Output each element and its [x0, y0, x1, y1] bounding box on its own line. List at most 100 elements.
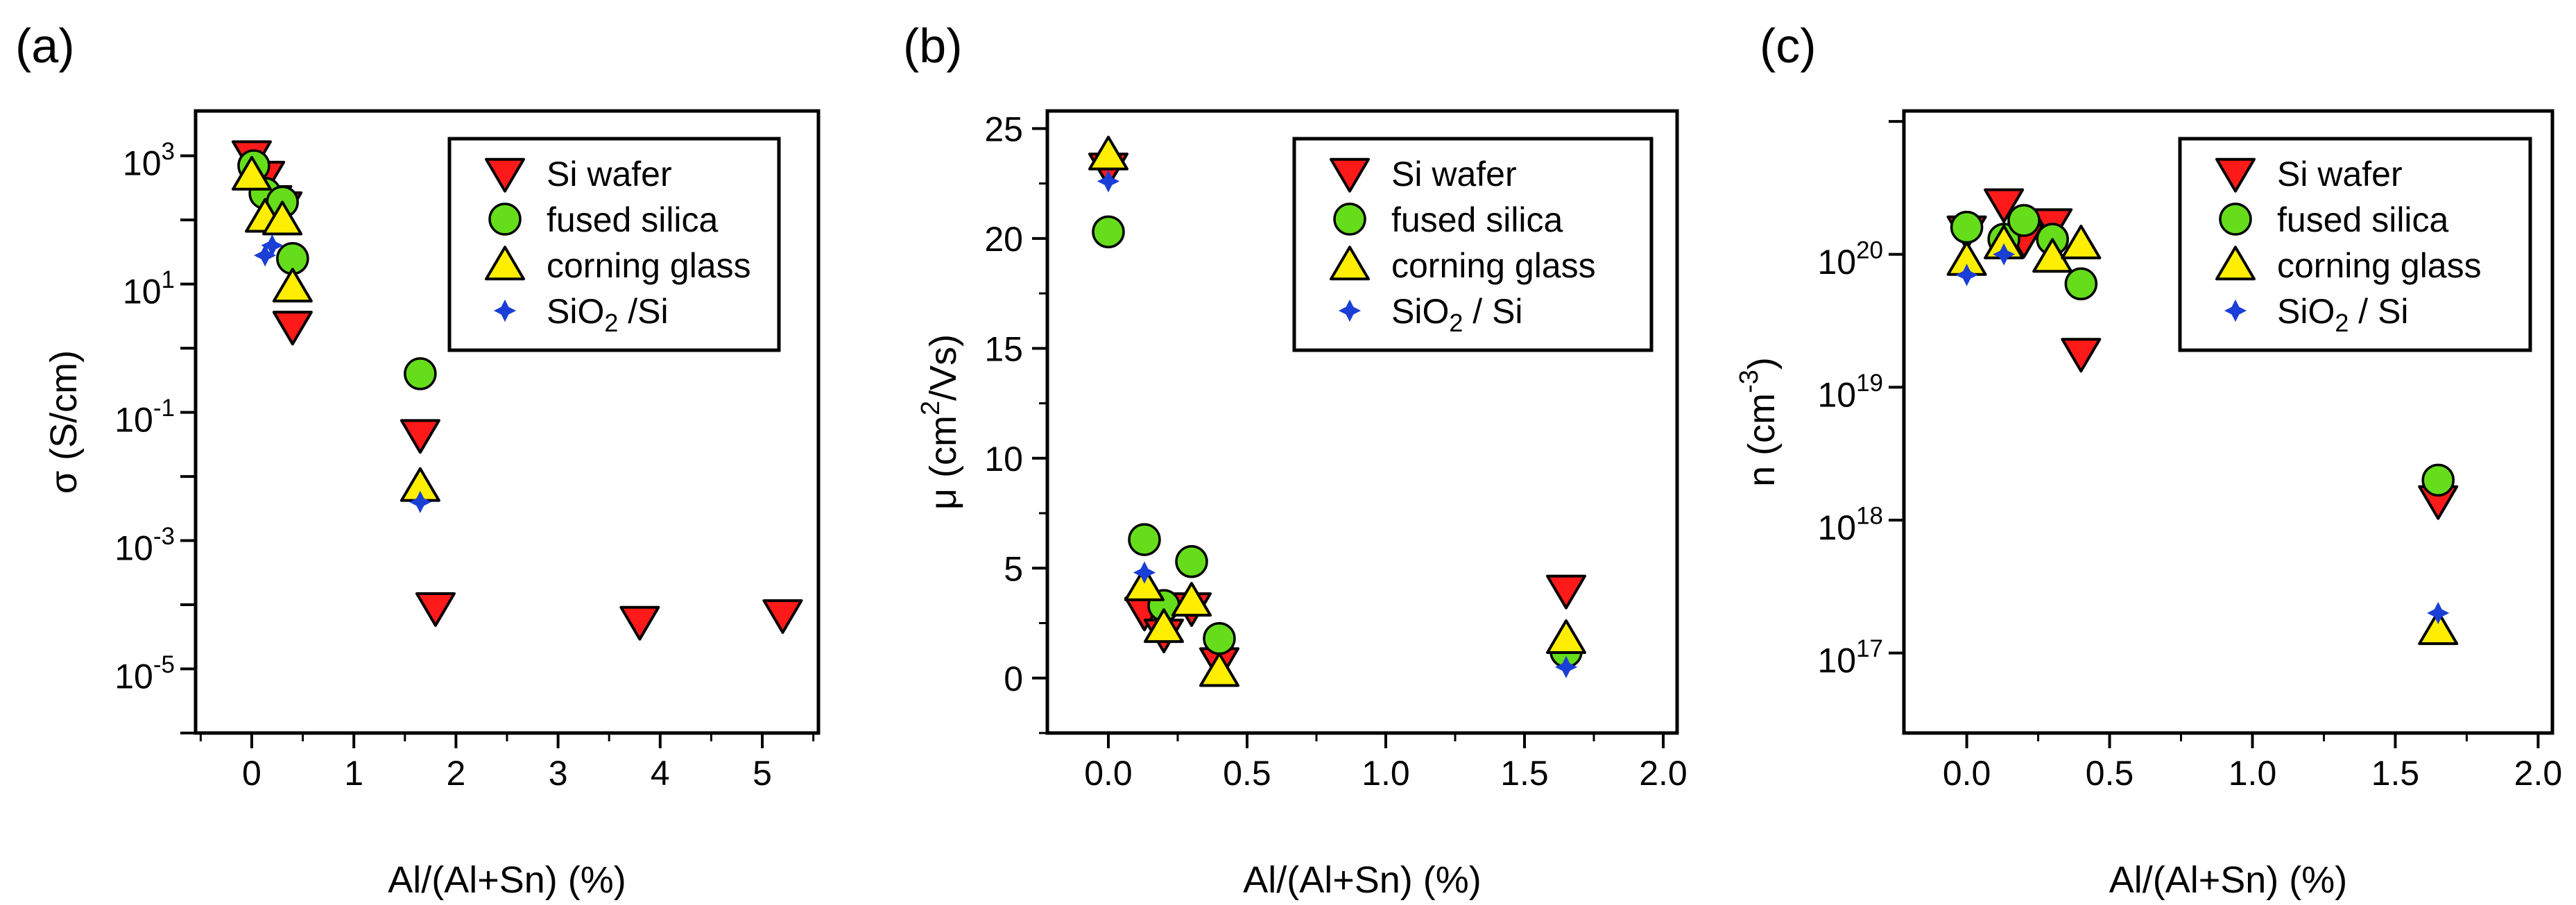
data-point-triangle-up [1124, 566, 1165, 601]
y-tick-label: 103 [123, 138, 175, 182]
x-axis-label: Al/(Al+Sn) (%) [388, 859, 626, 901]
x-tick-label: 0 [242, 754, 261, 793]
series-corning-glass [231, 155, 440, 502]
data-point-triangle-down [2061, 338, 2102, 373]
y-tick-label: 101 [123, 266, 175, 311]
data-point-star [1955, 264, 1978, 286]
y-tick-label: 1020 [1817, 236, 1883, 282]
y-axis-label-text: σ (S/cm) [43, 350, 85, 494]
data-point-triangle-up [262, 200, 303, 236]
data-point-star [409, 490, 431, 513]
data-point-circle [1950, 210, 1984, 244]
legend-marker-triangle-up [2215, 245, 2256, 281]
panel-label-b: (b) [903, 19, 963, 73]
chart-a-sigma: 0 1 2 3 4 5 10-5 10-3 10-1 101 103 Al/(Al+Sn) (%) σ … [43, 109, 821, 901]
x-tick-label: 2.0 [1639, 754, 1688, 793]
data-point-circle [1092, 215, 1125, 249]
y-axis-label-text: μ (cm2/Vs) [916, 334, 964, 510]
panel-label-c: (c) [1760, 19, 1817, 73]
y-tick-label: 25 [984, 110, 1023, 148]
data-point-star [1554, 655, 1578, 679]
x-tick-label: 3 [549, 754, 568, 793]
x-tick-label: 1.0 [2229, 754, 2277, 793]
legend: Si wafer fused silica corning glass SiO2 / … [1292, 137, 1654, 352]
y-tick-label: 1019 [1817, 370, 1883, 415]
legend-marker-star [2224, 299, 2247, 322]
data-point-circle [2064, 267, 2098, 301]
legend-label: corning glass [547, 246, 751, 285]
data-point-triangle-up [1199, 652, 1239, 687]
y-axis-label: μ (cm2/Vs) [916, 334, 964, 510]
legend-label: corning glass [1391, 246, 1596, 285]
legend-label: fused silica [547, 200, 719, 239]
data-point-triangle-down [415, 592, 456, 627]
x-tick-label: 1 [344, 754, 363, 793]
data-point-circle [1128, 523, 1161, 556]
y-tick-label: 10-5 [114, 651, 175, 696]
y-tick-label: 0 [1004, 660, 1023, 698]
x-tick-label: 1.5 [2371, 754, 2420, 793]
data-point-star [2427, 601, 2450, 625]
data-point-triangle-up [2418, 610, 2459, 646]
legend-label: Si wafer [547, 155, 672, 193]
x-tick-label: 0.5 [2086, 754, 2134, 793]
data-point-triangle-down [1546, 574, 1586, 610]
legend-label: corning glass [2277, 246, 2482, 285]
plot-frame [1902, 109, 2554, 735]
plot-frame [1045, 109, 1679, 735]
data-point-circle [2421, 463, 2455, 497]
data-point-triangle-down [619, 605, 660, 641]
x-axis-label: Al/(Al+Sn) (%) [1243, 859, 1482, 901]
data-point-circle [1175, 545, 1208, 578]
y-tick-label: 15 [984, 329, 1023, 368]
legend-marker-circle [1333, 202, 1366, 236]
legend-marker-star [493, 299, 517, 322]
data-point-triangle-down [400, 419, 440, 454]
x-tick-label: 2.0 [2514, 754, 2563, 793]
data-point-triangle-up [1171, 582, 1212, 617]
legend-marker-circle [488, 202, 522, 236]
x-axis-label: Al/(Al+Sn) (%) [2109, 859, 2348, 901]
series-sio2-si [1097, 170, 1578, 679]
series-corning-glass [1946, 224, 2459, 646]
y-axis-label: n (cm-3) [1735, 357, 1783, 487]
data-point-triangle-up [1088, 135, 1128, 171]
data-point-star [1993, 243, 2016, 266]
x-tick-label: 1.0 [1362, 754, 1410, 793]
data-point-star [1097, 170, 1120, 193]
legend-label: SiO2 / Si [2277, 292, 2409, 337]
legend-marker-triangle-down [2215, 157, 2256, 193]
data-point-star [1133, 561, 1156, 584]
x-tick-label: 0.0 [1084, 754, 1133, 793]
legend-marker-triangle-up [485, 245, 525, 281]
data-point-triangle-up [1144, 608, 1184, 644]
data-point-triangle-down [1984, 188, 2025, 223]
data-point-circle [404, 357, 437, 390]
legend: Si wafer fused silica corning glass SiO2 /S… [447, 137, 781, 352]
chart-b-mobility: 0.0 0.5 1.0 1.5 2.0 0 5 10 15 20 25 Al/(Al+Sn) (%) μ… [916, 109, 1688, 901]
y-tick-label: 5 [1004, 549, 1023, 588]
y-tick-label: 20 [984, 220, 1023, 259]
y-tick-label: 1018 [1817, 503, 1883, 548]
data-point-triangle-down [272, 311, 313, 346]
legend-label: fused silica [1391, 200, 1563, 239]
y-axis-label-text: n (cm-3) [1735, 357, 1783, 487]
series-corning-glass [1088, 135, 1586, 687]
chart-c-carrier-density: 0.0 0.5 1.0 1.5 2.0 1017 1018 1019 1020 Al/(Al+Sn… [1735, 109, 2563, 901]
x-tick-label: 2 [446, 754, 465, 793]
legend-marker-triangle-up [1330, 245, 1370, 281]
legend-label: Si wafer [2277, 155, 2403, 193]
legend-marker-star [1338, 299, 1362, 322]
x-tick-label: 1.5 [1500, 754, 1549, 793]
data-point-triangle-down [762, 599, 803, 635]
y-tick-label: 1017 [1817, 635, 1883, 680]
data-point-triangle-up [1546, 619, 1586, 654]
series-sio2-si [1955, 243, 2450, 625]
y-axis-label: σ (S/cm) [43, 350, 85, 494]
data-point-triangle-up [272, 268, 313, 303]
data-point-triangle-up [231, 155, 272, 191]
x-tick-label: 4 [651, 754, 670, 793]
data-point-circle [1203, 621, 1236, 655]
y-tick-label: 10 [984, 440, 1023, 479]
